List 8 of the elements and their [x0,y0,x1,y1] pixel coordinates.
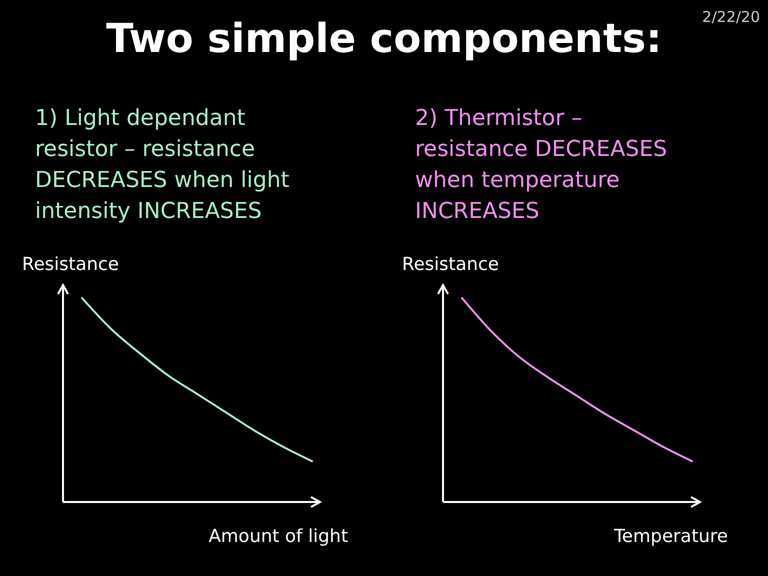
text: 2/22/20 [702,8,760,26]
y-axis-title: Resistance [402,254,499,275]
chart-subtitle: 2) Thermistor – resistance DECREASES when temperature INCREASES [415,106,668,224]
y-axis-title: Resistance [22,254,119,275]
x-axis-title: Amount of light [208,526,348,547]
chart-subtitle: 1) Light dependant resistor – resistance DECREASES when light intensity INCREASES [35,106,290,224]
x-axis-title: Temperature [612,526,728,547]
chart-title: Two simple components: [106,16,662,62]
